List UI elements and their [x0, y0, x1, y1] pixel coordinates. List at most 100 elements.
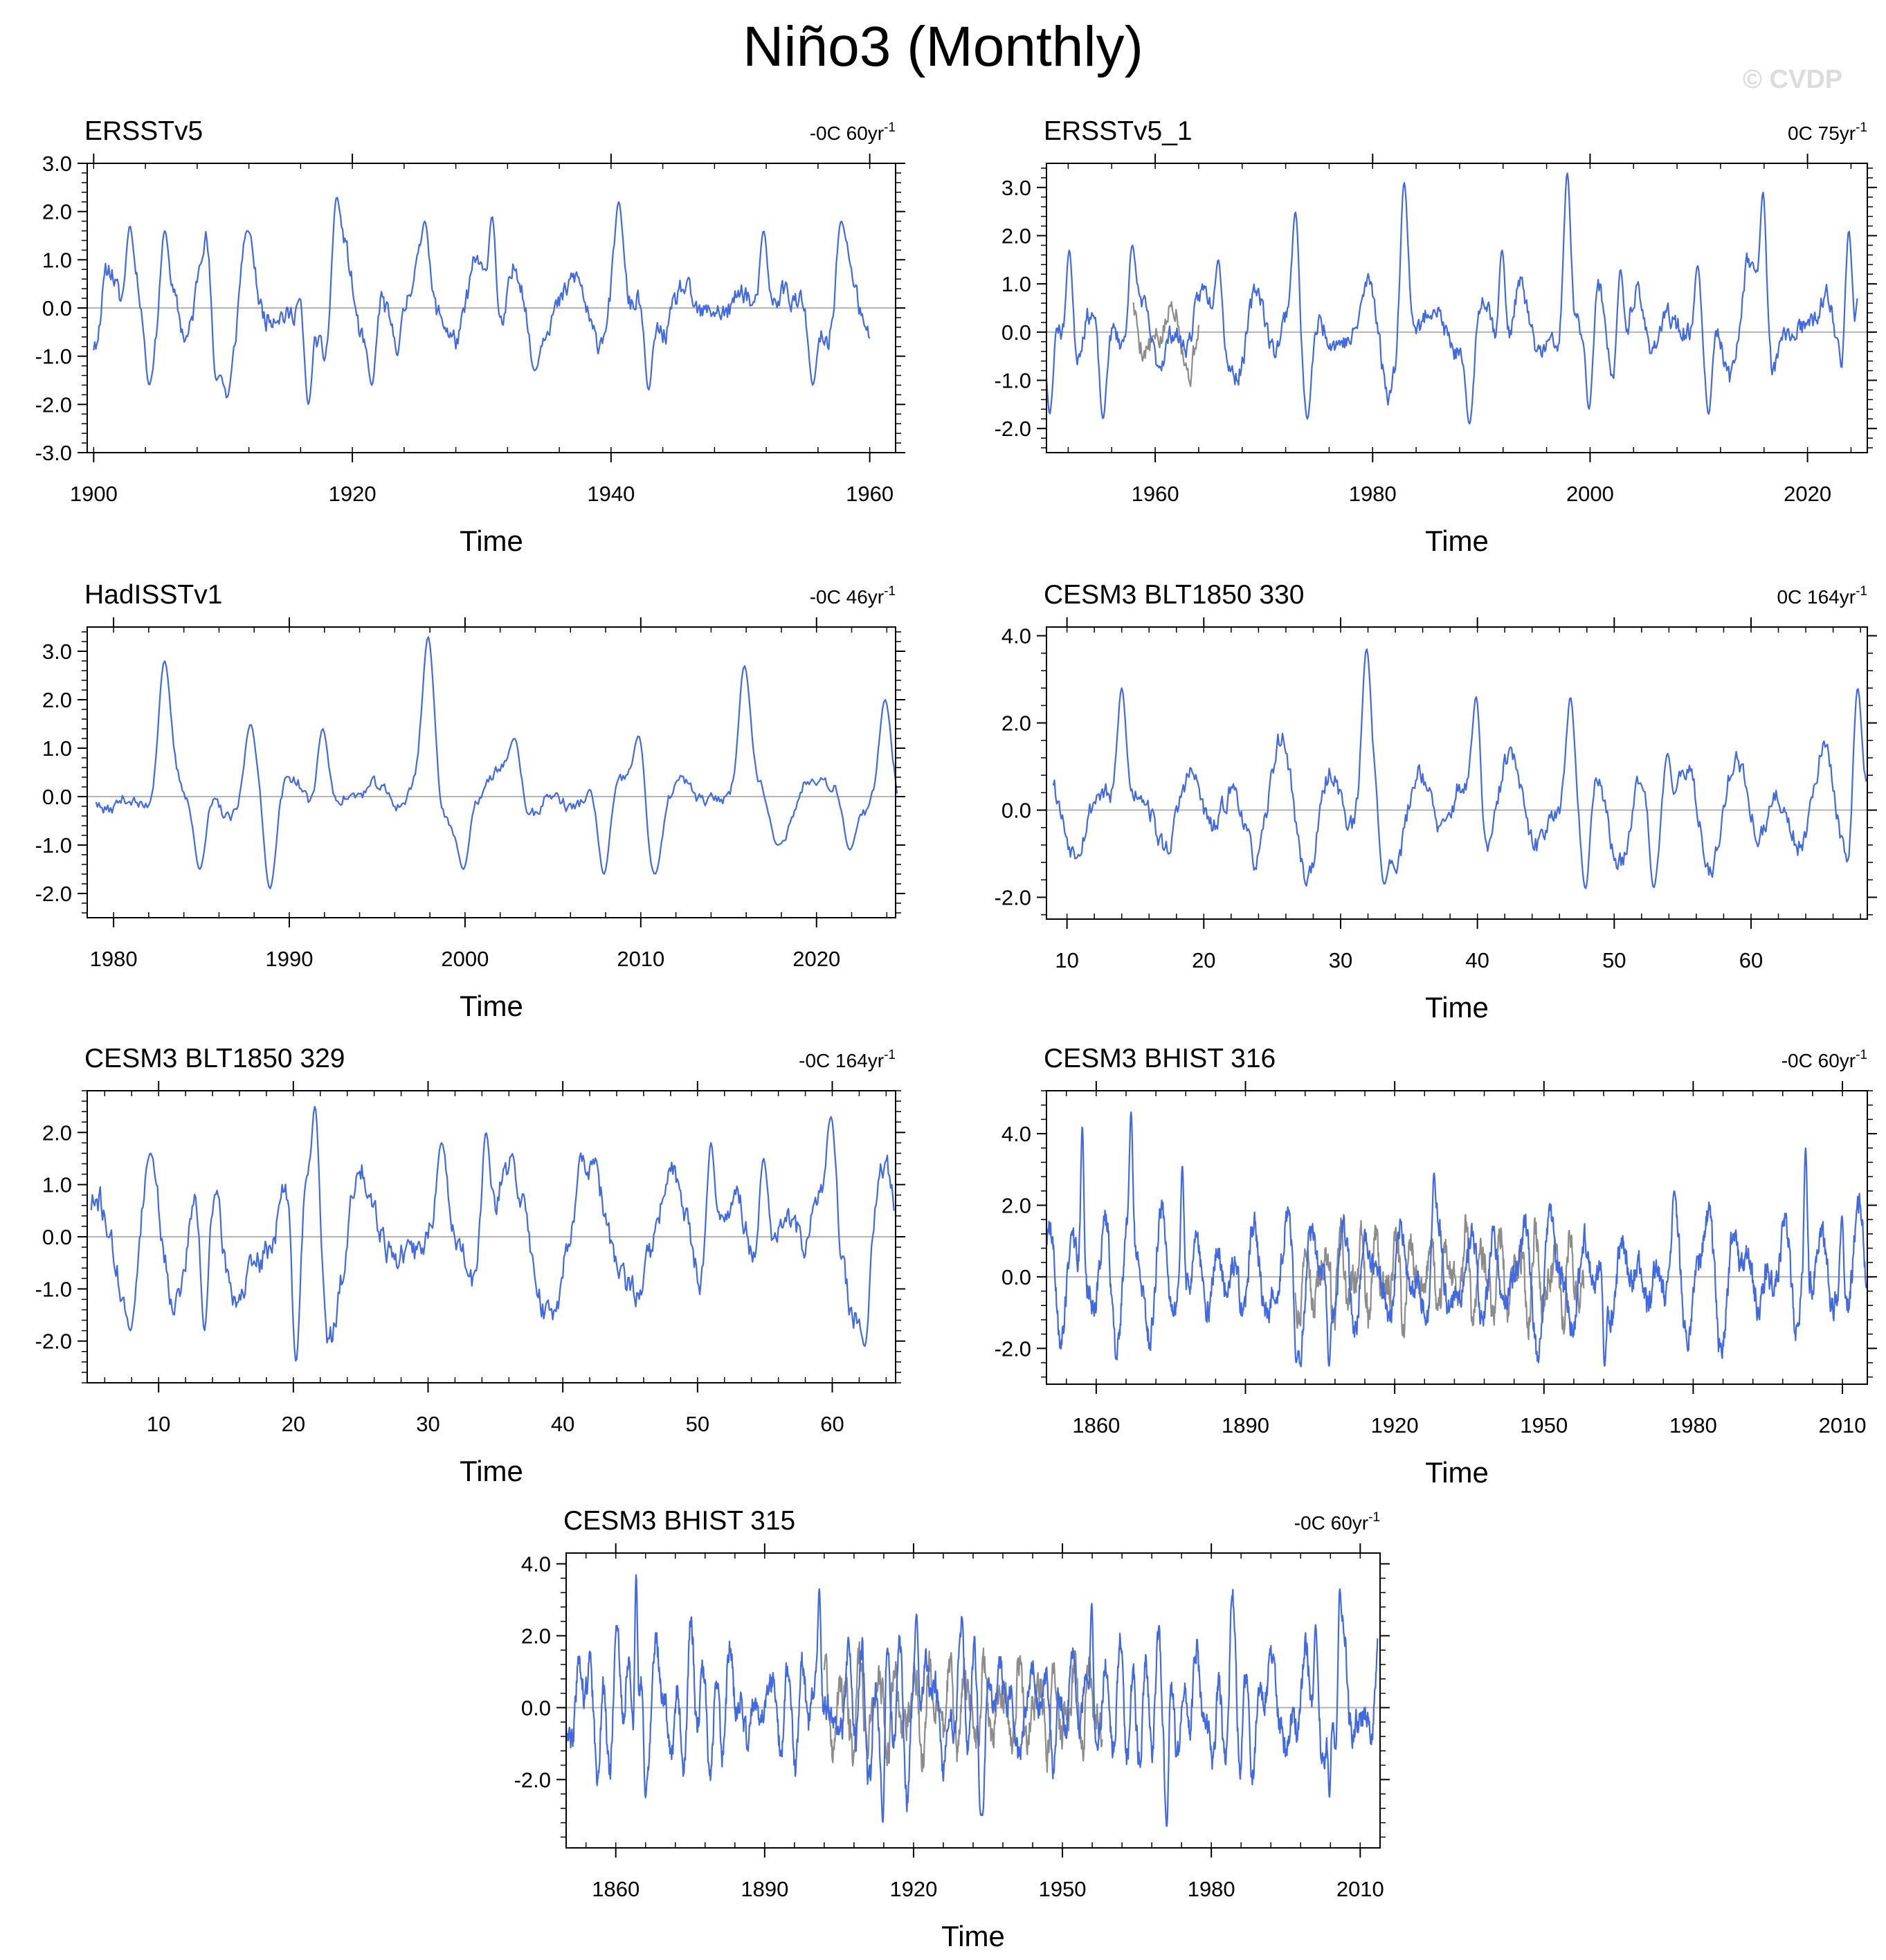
x-axis-label: Time: [460, 990, 523, 1022]
series-line: [90, 1105, 895, 1362]
trend-label-value: 0C 75yr: [1788, 122, 1856, 144]
x-axis-label: Time: [460, 525, 523, 557]
y-tick-label: 2.0: [521, 1624, 551, 1648]
trend-label-exponent: -1: [1856, 1048, 1867, 1062]
x-tick-label: 1920: [889, 1877, 937, 1901]
y-tick-label: -2.0: [35, 882, 72, 906]
y-tick-label: 1.0: [1001, 272, 1031, 296]
trend-label-exponent: -1: [1856, 584, 1867, 599]
series-line: [1045, 1111, 1868, 1368]
cvdp-watermark: © CVDP: [1743, 65, 1843, 94]
chart-panel: CESM3 BLT1850 329 -0C 164yr-1 10 20 30 40 50 60…: [35, 1044, 905, 1487]
x-tick-label: 40: [1465, 948, 1489, 972]
x-tick-label: 1900: [70, 482, 118, 506]
x-tick-label: 1980: [1349, 482, 1397, 506]
x-tick-label: 20: [282, 1412, 305, 1436]
chart-panel: ERSSTv5_1 0C 75yr-1 1960 1980 2000 2020 -2.0 -1…: [995, 116, 1877, 557]
x-tick-label: 10: [147, 1412, 170, 1436]
x-tick-label: 50: [1602, 948, 1626, 972]
series-line: [565, 1574, 1379, 1827]
x-tick-label: 1960: [1132, 482, 1179, 506]
plot-frame: [1046, 626, 1868, 920]
trend-label: -0C 164yr-1: [799, 1048, 896, 1071]
x-tick-label: 2000: [1566, 482, 1614, 506]
overlay-series-line: [1294, 1214, 1585, 1341]
chart-title: CESM3 BLT1850 330: [1044, 580, 1305, 610]
y-tick-label: 0.0: [521, 1696, 551, 1720]
x-tick-label: 60: [1739, 948, 1763, 972]
trend-label-exponent: -1: [1368, 1510, 1380, 1525]
y-tick-label: 1.0: [42, 736, 72, 761]
trend-label-exponent: -1: [884, 120, 896, 135]
x-tick-label: 2020: [1784, 482, 1831, 506]
x-tick-label: 2010: [1336, 1877, 1384, 1901]
plot-frame: [1046, 163, 1868, 453]
chart-title: HadISSTv1: [84, 580, 222, 610]
trend-label: -0C 60yr-1: [1781, 1048, 1867, 1071]
chart-panel: CESM3 BHIST 315 -0C 60yr-1 1860 1890 1920 195…: [514, 1506, 1390, 1952]
trend-label-value: -0C 60yr: [1294, 1512, 1368, 1534]
figure-title: Niño3 (Monthly): [743, 15, 1143, 78]
x-tick-label: 2000: [441, 947, 489, 971]
trend-label: -0C 46yr-1: [810, 584, 896, 608]
y-tick-label: 4.0: [521, 1552, 551, 1577]
x-tick-label: 60: [820, 1412, 844, 1436]
x-tick-label: 1950: [1039, 1877, 1087, 1901]
x-tick-label: 1860: [592, 1877, 640, 1901]
y-tick-label: 1.0: [42, 1173, 72, 1197]
trend-label: 0C 164yr-1: [1777, 584, 1867, 608]
y-tick-label: -2.0: [995, 417, 1031, 441]
x-tick-label: 1860: [1072, 1413, 1120, 1437]
trend-label-exponent: -1: [884, 1048, 896, 1062]
x-axis-label: Time: [1425, 1456, 1489, 1489]
x-tick-label: 1980: [90, 947, 138, 971]
y-tick-label: 3.0: [1001, 176, 1031, 200]
chart-panel: CESM3 BHIST 316 -0C 60yr-1 1860 1890 1920 195…: [995, 1044, 1877, 1489]
trend-label-value: 0C 164yr: [1777, 586, 1856, 608]
x-tick-label: 1890: [1222, 1413, 1269, 1437]
x-tick-label: 1980: [1669, 1413, 1717, 1437]
chart-title: CESM3 BLT1850 329: [84, 1044, 345, 1073]
y-tick-label: -2.0: [995, 1336, 1031, 1361]
y-tick-label: 2.0: [1001, 224, 1031, 248]
y-tick-label: -2.0: [995, 886, 1031, 910]
y-tick-label: 4.0: [1001, 1122, 1031, 1146]
x-tick-label: 50: [686, 1412, 709, 1436]
chart-title: CESM3 BHIST 316: [1044, 1044, 1276, 1073]
series-line: [95, 636, 898, 889]
y-tick-label: 2.0: [42, 688, 72, 712]
y-tick-label: 2.0: [42, 1120, 72, 1145]
x-tick-label: 2020: [792, 947, 840, 971]
x-tick-label: 1990: [266, 947, 314, 971]
y-tick-label: 4.0: [1001, 624, 1031, 648]
x-axis-label: Time: [460, 1455, 523, 1487]
trend-label: -0C 60yr-1: [810, 120, 896, 144]
trend-label: -0C 60yr-1: [1294, 1510, 1380, 1534]
plot-frame: [1046, 1090, 1868, 1385]
plot-frame: [87, 626, 896, 918]
x-tick-label: 1980: [1188, 1877, 1235, 1901]
trend-label-value: -0C 46yr: [810, 586, 884, 608]
trend-label: 0C 75yr-1: [1788, 120, 1867, 144]
overlay-series-line: [1132, 301, 1199, 388]
trend-label-value: -0C 164yr: [799, 1050, 884, 1071]
overlay-series-line: [823, 1641, 1103, 1773]
y-tick-label: 0.0: [42, 1225, 72, 1249]
chart-panel: CESM3 BLT1850 330 0C 164yr-1 10 20 30 40 50 60 -…: [995, 580, 1877, 1024]
trend-label-exponent: -1: [884, 584, 896, 599]
x-axis-label: Time: [1425, 991, 1489, 1024]
x-tick-label: 20: [1192, 948, 1215, 972]
x-tick-label: 1890: [741, 1877, 788, 1901]
y-tick-label: 0.0: [1001, 799, 1031, 823]
chart-title: CESM3 BHIST 315: [563, 1506, 795, 1536]
series-line: [1052, 648, 1867, 889]
y-tick-label: 0.0: [1001, 320, 1031, 345]
y-tick-label: -1.0: [995, 369, 1031, 393]
x-axis-label: Time: [1425, 525, 1489, 557]
y-tick-label: -2.0: [35, 392, 72, 417]
y-tick-label: -1.0: [35, 345, 72, 369]
y-tick-label: 0.0: [42, 296, 72, 320]
x-tick-label: 1950: [1520, 1413, 1568, 1437]
x-tick-label: 40: [551, 1412, 574, 1436]
